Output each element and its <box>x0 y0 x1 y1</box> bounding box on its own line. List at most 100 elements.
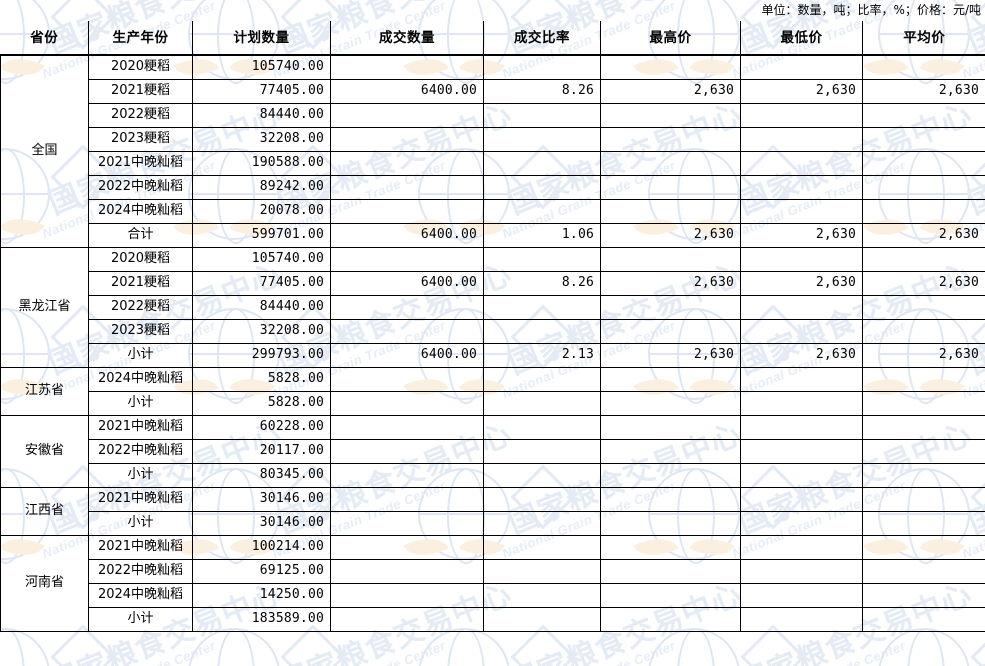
planned-quantity-cell: 30146.00 <box>192 486 331 512</box>
trade-ratio-cell <box>483 390 601 416</box>
column-header-average-price: 平均价 <box>862 21 985 56</box>
table-row: 2022粳稻 84440.00 <box>1 294 985 320</box>
average-price-cell <box>862 558 985 584</box>
trade-ratio-cell <box>483 534 601 560</box>
traded-quantity-cell <box>330 366 484 392</box>
production-year-cell: 2020粳稻 <box>88 246 193 272</box>
lowest-price-cell <box>740 582 863 608</box>
table-row: 2023粳稻 32208.00 <box>1 126 985 152</box>
lowest-price-cell <box>740 126 863 152</box>
production-year-cell: 2024中晚籼稻 <box>88 366 193 392</box>
table-row: 2022中晚籼稻 20117.00 <box>1 438 985 464</box>
trade-ratio-cell <box>483 582 601 608</box>
highest-price-cell <box>600 366 741 392</box>
planned-quantity-cell: 105740.00 <box>192 54 331 80</box>
lowest-price-cell <box>740 294 863 320</box>
lowest-price-cell <box>740 390 863 416</box>
province-cell: 河南省 <box>0 534 89 632</box>
highest-price-cell <box>600 486 741 512</box>
table-row: 安徽省 2021中晚籼稻 60228.00 <box>0 414 985 488</box>
traded-quantity-cell <box>330 582 484 608</box>
traded-quantity-cell <box>330 150 484 176</box>
table-body: 全国 2020粳稻 105740.00 2021粳稻 77405.00 6400.00 8.… <box>0 54 985 632</box>
planned-quantity-cell: 190588.00 <box>192 150 331 176</box>
column-header-trade-ratio: 成交比率 <box>483 21 601 56</box>
traded-quantity-cell: 6400.00 <box>330 222 484 248</box>
production-year-cell: 合计 <box>88 222 193 248</box>
watermark-en-text: National Grain Trade Center <box>730 638 908 666</box>
production-year-cell: 小计 <box>88 510 193 536</box>
production-year-cell: 2023粳稻 <box>88 126 193 152</box>
trade-ratio-cell <box>483 102 601 128</box>
trade-ratio-cell: 2.13 <box>483 342 601 368</box>
traded-quantity-cell: 6400.00 <box>330 270 484 296</box>
average-price-cell <box>862 438 985 464</box>
lowest-price-cell <box>740 198 863 224</box>
lowest-price-cell <box>740 462 863 488</box>
highest-price-cell <box>600 414 741 440</box>
table-row: 2023粳稻 32208.00 <box>1 318 985 344</box>
production-year-cell: 2022粳稻 <box>88 102 193 128</box>
traded-quantity-cell <box>330 558 484 584</box>
province-cell: 全国 <box>0 54 89 248</box>
average-price-cell <box>862 126 985 152</box>
column-header-province: 省份 <box>0 21 89 56</box>
traded-quantity-cell <box>330 246 484 272</box>
table-row: 合计 599701.00 6400.00 1.06 2,630 2,630 2,630 <box>1 222 985 248</box>
planned-quantity-cell: 30146.00 <box>192 510 331 536</box>
province-cell: 黑龙江省 <box>0 246 89 368</box>
planned-quantity-cell: 77405.00 <box>192 270 331 296</box>
trade-ratio-cell <box>483 174 601 200</box>
table-row: 江西省 2021中晚籼稻 30146.00 <box>0 486 985 536</box>
traded-quantity-cell <box>330 126 484 152</box>
table-row: 小计 299793.00 6400.00 2.13 2,630 2,630 2,630 <box>1 342 985 368</box>
planned-quantity-cell: 183589.00 <box>192 606 331 632</box>
highest-price-cell: 2,630 <box>600 222 741 248</box>
province-cell: 江西省 <box>0 486 89 536</box>
highest-price-cell <box>600 150 741 176</box>
trade-ratio-cell <box>483 150 601 176</box>
planned-quantity-cell: 5828.00 <box>192 390 331 416</box>
planned-quantity-cell: 20078.00 <box>192 198 331 224</box>
column-header-production-year: 生产年份 <box>88 21 193 56</box>
lowest-price-cell: 2,630 <box>740 342 863 368</box>
grain-auction-table: 省份 生产年份 计划数量 成交数量 成交比率 最高价 最低价 平均价 全国 202… <box>0 21 985 632</box>
planned-quantity-cell: 89242.00 <box>192 174 331 200</box>
production-year-cell: 小计 <box>88 390 193 416</box>
table-row: 小计 80345.00 <box>1 462 985 488</box>
trade-ratio-cell <box>483 486 601 512</box>
highest-price-cell <box>600 582 741 608</box>
table-row: 河南省 2021中晚籼稻 100214.00 <box>0 534 985 632</box>
trade-ratio-cell <box>483 438 601 464</box>
highest-price-cell: 2,630 <box>600 342 741 368</box>
lowest-price-cell: 2,630 <box>740 78 863 104</box>
production-year-cell: 小计 <box>88 342 193 368</box>
production-year-cell: 2024中晚籼稻 <box>88 198 193 224</box>
trade-ratio-cell: 8.26 <box>483 78 601 104</box>
average-price-cell <box>862 390 985 416</box>
traded-quantity-cell: 6400.00 <box>330 78 484 104</box>
lowest-price-cell: 2,630 <box>740 270 863 296</box>
average-price-cell <box>862 318 985 344</box>
traded-quantity-cell <box>330 102 484 128</box>
table-row: 2021粳稻 77405.00 6400.00 8.26 2,630 2,630 2,630 <box>1 78 985 104</box>
production-year-cell: 小计 <box>88 606 193 632</box>
watermark-en-text: National Grain Trade Center <box>40 638 218 666</box>
traded-quantity-cell: 6400.00 <box>330 342 484 368</box>
trade-ratio-cell <box>483 606 601 632</box>
average-price-cell <box>862 294 985 320</box>
average-price-cell <box>862 246 985 272</box>
table-row: 小计 5828.00 <box>1 390 985 416</box>
table-row: 全国 2020粳稻 105740.00 <box>0 54 985 248</box>
average-price-cell: 2,630 <box>862 270 985 296</box>
highest-price-cell <box>600 438 741 464</box>
globe-icon <box>418 627 510 666</box>
traded-quantity-cell <box>330 414 484 440</box>
production-year-cell: 2024中晚籼稻 <box>88 582 193 608</box>
trade-ratio-cell: 8.26 <box>483 270 601 296</box>
traded-quantity-cell <box>330 318 484 344</box>
production-year-cell: 2021粳稻 <box>88 78 193 104</box>
planned-quantity-cell: 20117.00 <box>192 438 331 464</box>
trade-ratio-cell: 1.06 <box>483 222 601 248</box>
traded-quantity-cell <box>330 534 484 560</box>
